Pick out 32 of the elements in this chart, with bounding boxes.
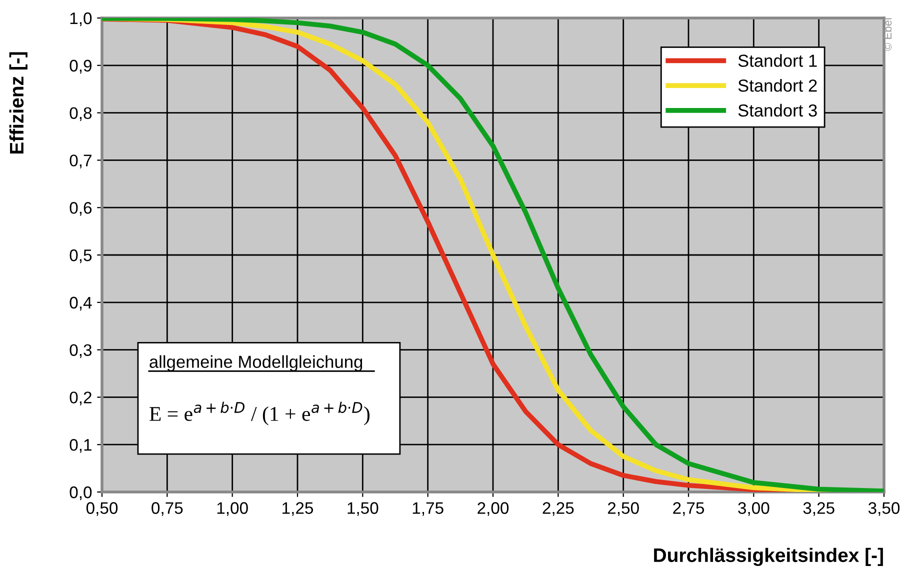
x-tick-label: 0,75 (152, 502, 183, 516)
x-tick-label: 3,50 (868, 502, 900, 516)
y-tick-label: 0,5 (70, 249, 92, 264)
legend-label: Standort 2 (738, 79, 817, 92)
y-tick-label: 0,8 (70, 107, 92, 121)
x-tick-label: 1,50 (348, 502, 378, 516)
x-tick-label: 2,00 (478, 502, 509, 516)
y-tick-label: 0,3 (70, 344, 92, 358)
x-tick-label: 2,25 (542, 502, 574, 516)
y-tick-label: 0,6 (70, 202, 92, 216)
y-axis-title: Effizienz [-] (9, 52, 28, 154)
legend-label: Standort 1 (738, 54, 817, 67)
x-tick-label: 3,00 (738, 502, 770, 516)
x-tick-label: 3,25 (803, 502, 834, 516)
annotation: © Ebel (883, 18, 892, 51)
annotation: E = e$^{a+b·D}$ / (1 + e$^{a+b·D}$) (150, 402, 370, 426)
y-tick-label: 0,4 (70, 296, 92, 311)
annotation: allgemeine Modellgleichung (150, 355, 362, 372)
y-tick-label: 0,1 (70, 439, 92, 453)
x-tick-label: 0,50 (86, 502, 118, 516)
y-tick-label: 0,0 (70, 486, 92, 500)
x-tick-label: 1,25 (282, 502, 314, 516)
x-axis-title: Durchlässigkeitsindex [-] (654, 548, 883, 566)
y-tick-label: 0,7 (70, 154, 92, 168)
y-tick-label: 0,2 (70, 392, 92, 406)
x-tick-label: 2,75 (673, 502, 704, 516)
x-tick-label: 1,75 (412, 502, 444, 516)
x-tick-label: 2,50 (608, 502, 639, 516)
y-tick-label: 0,9 (70, 60, 92, 74)
legend-label: Standort 3 (738, 104, 817, 117)
y-tick-label: 1,0 (70, 12, 92, 26)
x-tick-label: 1,00 (217, 502, 248, 516)
